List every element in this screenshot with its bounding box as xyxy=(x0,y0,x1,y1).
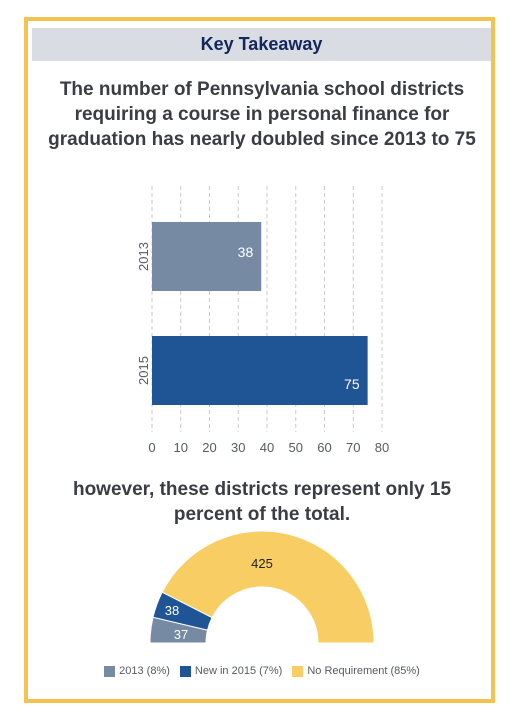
x-tick-label: 80 xyxy=(375,440,389,455)
legend-label: New in 2015 (7%) xyxy=(194,665,283,677)
legend-swatch xyxy=(292,665,304,677)
takeaway-banner: Key Takeaway xyxy=(32,28,491,61)
headline-main: The number of Pennsylvania school distri… xyxy=(48,79,476,150)
legend-swatch xyxy=(104,665,116,677)
banner-title: Key Takeaway xyxy=(200,34,323,54)
x-tick-label: 20 xyxy=(202,440,216,455)
x-tick-label: 30 xyxy=(231,440,245,455)
headline-secondary: however, these districts represent only … xyxy=(72,479,452,525)
bar-2015 xyxy=(152,336,368,405)
x-tick-label: 10 xyxy=(174,440,188,455)
legend-item: New in 2015 (7%) xyxy=(179,665,283,677)
legend-swatch xyxy=(179,665,191,677)
bar-value-label: 38 xyxy=(238,244,254,260)
legend-item: No Requirement (85%) xyxy=(292,665,420,677)
legend-item: 2013 (8%) xyxy=(104,665,170,677)
x-tick-label: 70 xyxy=(346,440,360,455)
x-tick-label: 60 xyxy=(317,440,331,455)
x-tick-label: 0 xyxy=(148,440,155,455)
x-tick-label: 40 xyxy=(260,440,274,455)
legend-label: 2013 (8%) xyxy=(119,665,170,677)
donut-legend: 2013 (8%) New in 2015 (7%) No Requirement … xyxy=(0,665,524,677)
x-tick-label: 50 xyxy=(289,440,303,455)
bar-chart: 0 10 20 30 40 50 60 70 80 38 2013 75 2015 xyxy=(136,186,389,455)
category-label: 2013 xyxy=(136,242,151,271)
bar-value-label: 75 xyxy=(344,376,360,392)
bar-2013 xyxy=(152,222,262,291)
category-label: 2015 xyxy=(136,356,151,385)
legend-label: No Requirement (85%) xyxy=(307,665,420,677)
